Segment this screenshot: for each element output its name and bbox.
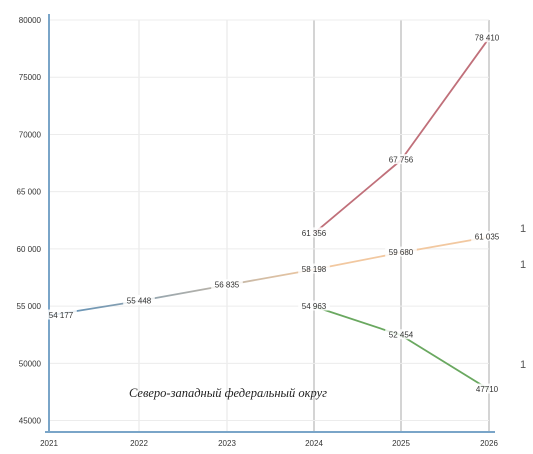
data-label-bg (385, 329, 417, 340)
data-label: 78 410 (475, 34, 500, 43)
data-label: 56 835 (215, 281, 240, 290)
y-tick-label: 60 000 (17, 245, 42, 254)
y-tick-label: 50000 (19, 359, 42, 368)
y-tick-label: 55 000 (17, 302, 42, 311)
data-label-group: 59 680 (385, 246, 417, 257)
x-tick-label: 2025 (392, 439, 410, 448)
x-tick-label: 2022 (130, 439, 148, 448)
edge-mark: 1 (520, 223, 526, 235)
x-tick-label: 2024 (305, 439, 323, 448)
data-label: 54 177 (49, 311, 74, 320)
data-label-bg (298, 300, 330, 311)
x-tick-label: 2026 (480, 439, 498, 448)
data-label-group: 61 356 (298, 227, 330, 238)
data-label: 55 448 (127, 296, 152, 305)
data-label-bg (473, 383, 501, 394)
data-label-group: 55 448 (123, 294, 155, 305)
data-label: 54 963 (302, 302, 327, 311)
data-label-bg (298, 263, 330, 274)
data-labels: 54 177 55 448 56 835 58 198 59 680 61 035 61 3… (45, 32, 503, 394)
data-label-bg (385, 154, 417, 165)
data-label-bg (385, 246, 417, 257)
region-annotation: Северо-западный федеральный округ (129, 386, 327, 400)
data-label: 58 198 (302, 265, 327, 274)
data-label: 61 035 (475, 233, 500, 242)
data-label-group: 56 835 (211, 279, 243, 290)
x-tick-label: 2021 (40, 439, 58, 448)
y-tick-label: 65 000 (17, 188, 42, 197)
y-tick-label: 70000 (19, 130, 42, 139)
data-label: 61 356 (302, 229, 327, 238)
data-label-group: 47710 (473, 383, 501, 394)
data-label-group: 58 198 (298, 263, 330, 274)
data-label-bg (471, 231, 503, 242)
data-label-bg (211, 279, 243, 290)
grid-lines (49, 19, 490, 432)
data-label: 52 454 (389, 331, 414, 340)
data-label-group: 54 963 (298, 300, 330, 311)
data-label-group: 78 410 (471, 32, 503, 43)
data-label-bg (123, 294, 155, 305)
data-label-bg (471, 32, 503, 43)
data-label: 67 756 (389, 156, 414, 165)
y-tick-label: 80000 (19, 16, 42, 25)
data-label-group: 52 454 (385, 329, 417, 340)
data-label: 47710 (476, 385, 499, 394)
edge-mark: 1 (520, 359, 526, 371)
data-label: 59 680 (389, 248, 414, 257)
data-label-bg (45, 309, 77, 320)
edge-mark: 1 (520, 259, 526, 271)
data-label-group: 61 035 (471, 231, 503, 242)
series-line-history (48, 268, 315, 317)
data-label-group: 54 177 (45, 309, 77, 320)
y-tick-label: 75000 (19, 73, 42, 82)
data-label-bg (298, 227, 330, 238)
data-label-group: 67 756 (385, 154, 417, 165)
y-tick-label: 45000 (19, 417, 42, 426)
axes: 80000 75000 70000 65 000 60 000 55 000 50000 45… (17, 14, 498, 448)
series-lines (48, 37, 490, 391)
edge-marks: 1 1 1 (520, 223, 526, 371)
x-tick-label: 2023 (218, 439, 236, 448)
